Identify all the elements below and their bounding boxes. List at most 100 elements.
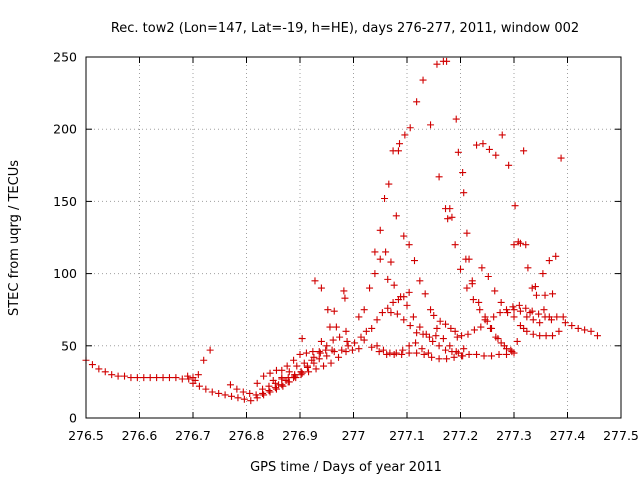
data-point bbox=[451, 327, 459, 335]
data-point bbox=[574, 324, 582, 332]
data-point bbox=[500, 342, 508, 350]
axis-ticks: 276.5 276.6 276.7 276.8 276.9 277 277.1 277.2 27… bbox=[53, 50, 639, 444]
data-point bbox=[478, 264, 486, 272]
data-point bbox=[291, 371, 299, 379]
data-point bbox=[226, 381, 234, 389]
data-point bbox=[290, 356, 298, 364]
data-point bbox=[172, 374, 180, 382]
data-point bbox=[470, 326, 478, 334]
data-point bbox=[497, 298, 505, 306]
data-point bbox=[473, 350, 481, 358]
data-point bbox=[559, 313, 567, 321]
data-point bbox=[523, 327, 531, 335]
data-point bbox=[312, 365, 320, 373]
data-point bbox=[509, 303, 517, 311]
data-point bbox=[406, 322, 414, 330]
data-point bbox=[317, 337, 325, 345]
data-point bbox=[507, 346, 515, 354]
data-point bbox=[266, 388, 274, 396]
data-point bbox=[300, 359, 308, 367]
data-point bbox=[375, 348, 383, 356]
data-point bbox=[165, 374, 173, 382]
data-point bbox=[341, 294, 349, 302]
data-point bbox=[275, 381, 283, 389]
data-point bbox=[383, 350, 391, 358]
data-point bbox=[159, 374, 167, 382]
data-point bbox=[127, 374, 135, 382]
data-point bbox=[178, 375, 186, 383]
data-point bbox=[511, 202, 519, 210]
data-point bbox=[315, 355, 323, 363]
data-point bbox=[297, 371, 305, 379]
data-point bbox=[329, 336, 337, 344]
data-point bbox=[516, 239, 524, 247]
data-point bbox=[419, 330, 427, 338]
data-point bbox=[545, 313, 553, 321]
data-point bbox=[384, 275, 392, 283]
data-point bbox=[442, 320, 450, 328]
data-point bbox=[390, 350, 398, 358]
y-tick-label: 0 bbox=[69, 411, 77, 426]
data-point bbox=[473, 141, 481, 149]
data-point bbox=[447, 324, 455, 332]
data-point bbox=[458, 332, 466, 340]
data-point bbox=[266, 369, 274, 377]
data-point bbox=[298, 335, 306, 343]
data-point bbox=[420, 350, 428, 358]
data-point bbox=[454, 349, 462, 357]
data-point bbox=[520, 147, 528, 155]
y-axis-title: STEC from uqrg / TECUs bbox=[7, 160, 22, 316]
data-point bbox=[366, 284, 374, 292]
data-point bbox=[523, 313, 531, 321]
data-point bbox=[516, 307, 524, 315]
data-point bbox=[492, 151, 500, 159]
data-point bbox=[405, 288, 413, 296]
data-point bbox=[215, 389, 223, 397]
data-point bbox=[303, 362, 311, 370]
x-tick-label: 276.8 bbox=[229, 428, 265, 443]
data-point bbox=[463, 284, 471, 292]
data-point bbox=[416, 323, 424, 331]
data-point bbox=[448, 213, 456, 221]
data-point bbox=[435, 355, 443, 363]
data-point bbox=[516, 322, 524, 330]
data-point bbox=[587, 327, 595, 335]
data-point bbox=[302, 349, 310, 357]
data-point bbox=[593, 332, 601, 340]
data-point bbox=[430, 311, 438, 319]
data-point bbox=[412, 339, 420, 347]
x-tick-label: 277.1 bbox=[389, 428, 425, 443]
data-point bbox=[561, 319, 569, 327]
data-point bbox=[409, 313, 417, 321]
data-point bbox=[221, 391, 229, 399]
data-point bbox=[531, 283, 539, 291]
data-point bbox=[410, 257, 418, 265]
data-point bbox=[522, 241, 530, 249]
data-point bbox=[371, 270, 379, 278]
data-point bbox=[259, 385, 267, 393]
data-point bbox=[405, 241, 413, 249]
data-point bbox=[425, 333, 433, 341]
data-point bbox=[340, 287, 348, 295]
data-point bbox=[433, 60, 441, 68]
data-point bbox=[360, 336, 368, 344]
data-point bbox=[541, 291, 549, 299]
data-point bbox=[285, 368, 293, 376]
data-point bbox=[296, 350, 304, 358]
data-point bbox=[526, 309, 534, 317]
data-point bbox=[439, 335, 447, 343]
data-point bbox=[355, 345, 363, 353]
y-tick-label: 200 bbox=[53, 122, 77, 137]
data-point bbox=[246, 389, 254, 397]
grid bbox=[86, 57, 621, 418]
data-point bbox=[373, 342, 381, 350]
data-point bbox=[260, 372, 268, 380]
data-point bbox=[298, 369, 306, 377]
x-axis-title: GPS time / Days of year 2011 bbox=[250, 460, 442, 475]
data-point bbox=[475, 298, 483, 306]
x-tick-label: 276.5 bbox=[68, 428, 104, 443]
data-point bbox=[379, 346, 387, 354]
data-point bbox=[373, 316, 381, 324]
